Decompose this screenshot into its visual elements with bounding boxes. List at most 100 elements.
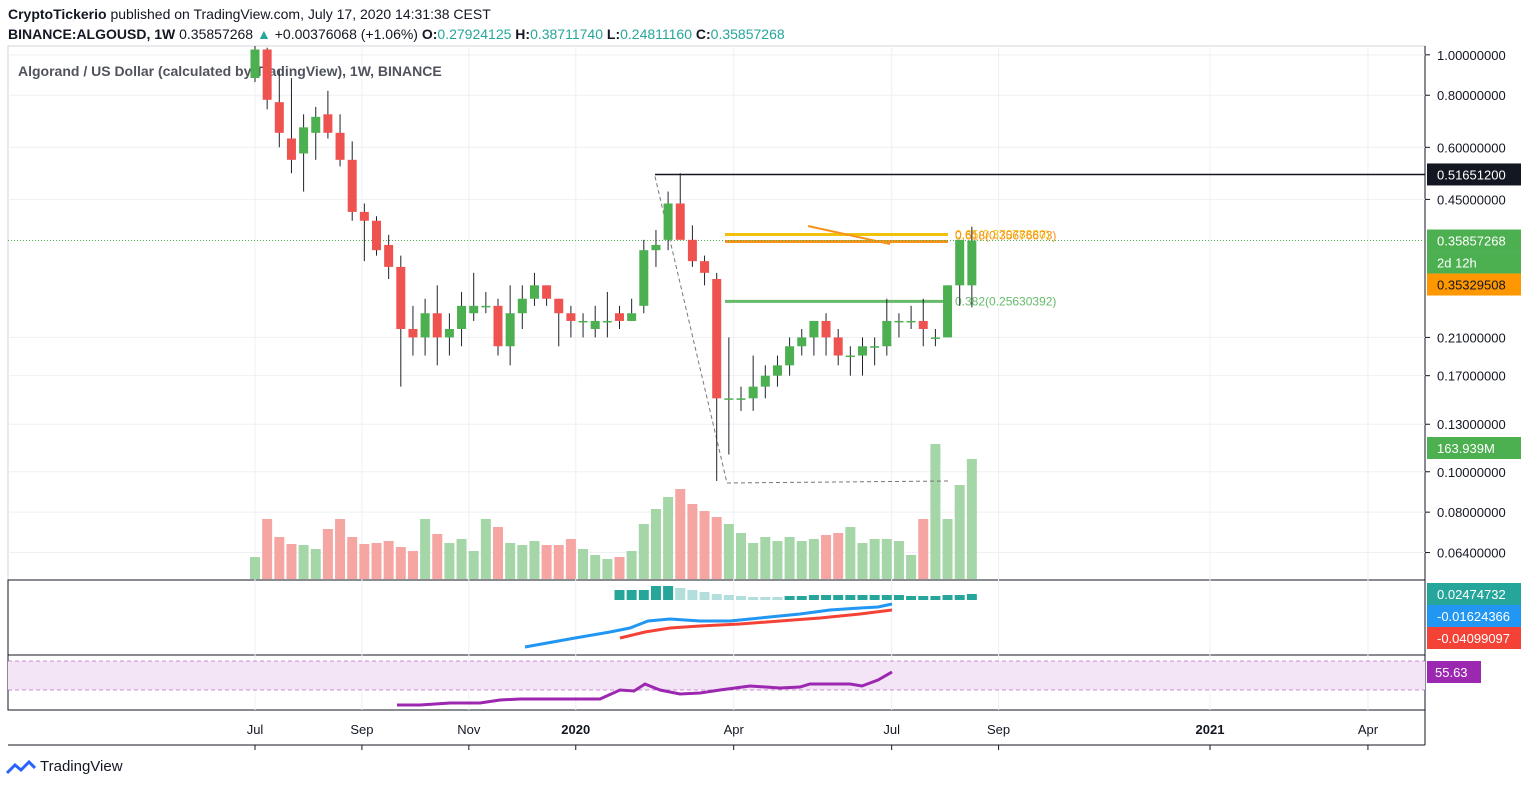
candle-body — [858, 346, 867, 356]
ohlc-legend: BINANCE:ALGOUSD, 1W 0.35857268 ▲ +0.0037… — [8, 26, 785, 42]
candle-body — [724, 398, 734, 400]
chart-title: Algorand / US Dollar (calculated by Trad… — [18, 63, 442, 79]
open-label: O: — [421, 26, 438, 42]
macd-histogram-bar — [638, 590, 649, 600]
time-tick-label: 2021 — [1196, 722, 1225, 737]
change-arrow-icon: ▲ — [256, 26, 271, 42]
candle-body — [943, 285, 953, 338]
volume-bar — [821, 535, 832, 579]
volume-bar — [420, 519, 431, 579]
volume-bar — [383, 541, 394, 579]
macd-histogram-bar — [857, 595, 868, 600]
candle-body — [833, 337, 843, 356]
candle-body — [894, 320, 904, 323]
candle-body — [554, 298, 564, 314]
price-tick-label: 0.08000000 — [1437, 505, 1506, 520]
candle-body — [372, 220, 381, 251]
candle-body — [602, 320, 612, 323]
candle-body — [396, 266, 406, 329]
volume-bar — [845, 527, 856, 579]
volume-bar — [395, 547, 406, 579]
macd-histogram-bar — [711, 594, 722, 600]
volume-bar — [322, 529, 333, 579]
fib-level-label: 0.65(0.37078880) — [955, 227, 1050, 241]
countdown-label-bg — [1427, 251, 1521, 274]
signal-value-label-bg — [1427, 627, 1521, 649]
fib-level-label: 0.618(0.35676673) — [955, 228, 1056, 242]
macd-histogram-bar — [626, 590, 637, 600]
candle-body — [785, 346, 795, 366]
candle-body — [615, 313, 624, 321]
volume-bar — [468, 551, 479, 579]
volume-bar — [772, 541, 783, 579]
candle-body — [323, 114, 333, 133]
macd-value-label: -0.01624366 — [1437, 609, 1510, 624]
alert-price-label-bg — [1427, 273, 1521, 296]
volume-bar — [650, 509, 661, 579]
publisher-name[interactable]: CryptoTickerio — [8, 6, 107, 22]
macd-histogram-bar — [699, 592, 710, 600]
macd-histogram-bar — [687, 590, 698, 600]
time-tick-label: Sep — [987, 722, 1010, 737]
resistance-price-label-bg — [1427, 163, 1521, 186]
candle-body — [286, 138, 296, 160]
candle-body — [687, 239, 697, 262]
candle-body — [712, 278, 722, 399]
candle-body — [250, 49, 260, 78]
signal-line — [619, 608, 893, 640]
time-tick-label: Apr — [724, 722, 745, 737]
candle-body — [578, 320, 588, 323]
price-tick-label: 1.00000000 — [1437, 48, 1506, 63]
macd-histogram-bar — [760, 597, 771, 600]
candle-body — [906, 320, 916, 323]
tradingview-branding[interactable]: TradingView — [6, 758, 123, 775]
volume-bar — [541, 545, 552, 579]
macd-histogram-bar — [663, 586, 674, 600]
candle-body — [493, 305, 503, 347]
volume-bar — [966, 459, 977, 579]
resistance-price-label: 0.51651200 — [1437, 167, 1506, 182]
volume-bar — [638, 524, 649, 579]
candle-body — [529, 285, 539, 299]
macd-histogram-bar — [966, 594, 977, 600]
time-tick-label: Nov — [457, 722, 481, 737]
candle-body — [809, 320, 819, 338]
volume-bar — [565, 539, 576, 579]
volume-bar — [954, 485, 965, 579]
candle-body — [517, 298, 527, 314]
volume-bar — [359, 544, 370, 579]
candle-body — [736, 398, 746, 400]
volume-bar — [335, 519, 346, 579]
macd-pane-frame — [7, 579, 1426, 656]
volume-bar — [298, 545, 309, 579]
candle-body — [457, 305, 467, 329]
signal-value-label: -0.04099097 — [1437, 631, 1510, 646]
low-value: 0.24811160 — [620, 26, 692, 42]
macd-histogram-bar — [918, 596, 929, 600]
candle-body — [918, 320, 928, 329]
volume-bar — [614, 557, 625, 579]
volume-bar — [736, 533, 746, 579]
macd-histogram-bar — [675, 588, 686, 600]
rsi-value-label-bg — [1427, 661, 1481, 683]
volume-bar — [250, 557, 260, 579]
macd-histogram-bar — [833, 595, 844, 600]
trendline — [807, 225, 891, 245]
volume-bar — [517, 545, 528, 579]
candle-body — [760, 375, 770, 387]
current-price-label-bg — [1427, 229, 1521, 252]
tradingview-logo-icon — [6, 759, 36, 774]
volume-bar — [906, 555, 917, 579]
volume-bar — [286, 544, 297, 579]
volume-price-label-bg — [1427, 437, 1521, 459]
volume-bar — [663, 497, 674, 579]
volume-bar — [711, 517, 722, 579]
macd-histogram-bar — [881, 595, 892, 600]
volume-bar — [930, 444, 941, 579]
volume-bar — [602, 559, 613, 579]
macd-histogram-label: 0.02474732 — [1437, 587, 1506, 602]
volume-bar — [262, 519, 273, 579]
macd-histogram-bar — [723, 595, 734, 600]
price-tick-label: 0.10000000 — [1437, 465, 1506, 480]
